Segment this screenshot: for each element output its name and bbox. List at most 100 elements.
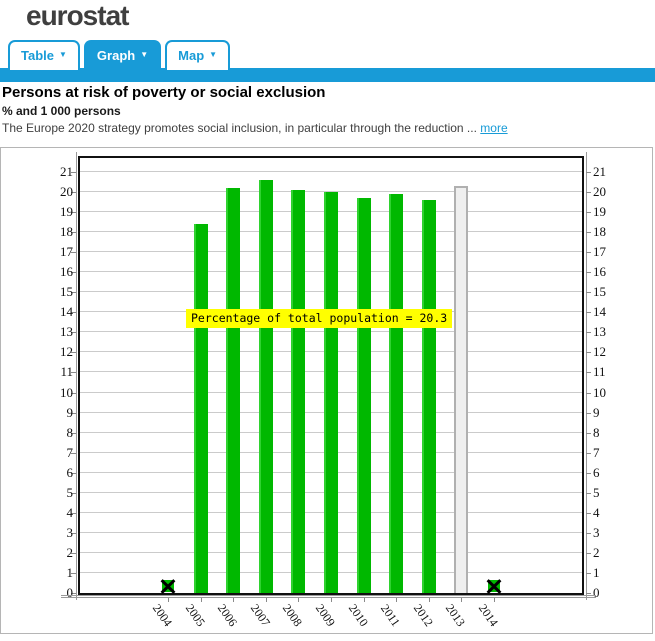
y-axis-line-right xyxy=(586,152,587,600)
y-tick xyxy=(71,552,76,554)
tab-table[interactable]: Table ▼ xyxy=(8,40,80,70)
y-axis-label: 20 xyxy=(60,184,73,199)
page-description: The Europe 2020 strategy promotes social… xyxy=(2,121,652,135)
title-block: Persons at risk of poverty or social exc… xyxy=(2,84,652,135)
y-axis-label: 14 xyxy=(593,304,606,320)
y-tick xyxy=(586,472,591,474)
y-axis-label: 8 xyxy=(66,424,74,440)
y-tick xyxy=(71,593,76,594)
y-axis-label: 14 xyxy=(60,304,73,320)
bar-2013[interactable] xyxy=(454,186,469,593)
y-axis-label: 10 xyxy=(60,384,73,400)
y-axis-label: 18 xyxy=(593,224,606,240)
y-tick xyxy=(71,171,76,173)
y-axis-label: 19 xyxy=(593,204,606,220)
tab-graph[interactable]: Graph ▼ xyxy=(83,40,162,70)
x-tick xyxy=(396,598,398,602)
y-axis-label: 16 xyxy=(60,264,73,280)
y-axis-label: 4 xyxy=(593,504,600,520)
no-data-marker-2014[interactable] xyxy=(488,580,500,592)
y-axis-line-left xyxy=(76,152,77,600)
page-subtitle: % and 1 000 persons xyxy=(2,104,121,118)
y-tick xyxy=(586,552,591,554)
x-tick xyxy=(363,598,365,602)
bar-2012[interactable] xyxy=(421,200,436,593)
y-tick xyxy=(71,472,76,474)
tab-bar: Table ▼ Graph ▼ Map ▼ xyxy=(8,40,231,70)
tab-graph-label: Graph xyxy=(96,47,136,63)
y-tick xyxy=(586,212,591,214)
y-tick xyxy=(71,412,76,414)
y-axis-label: 7 xyxy=(593,444,600,460)
y-axis-label: 19 xyxy=(60,204,73,220)
chevron-down-icon: ▼ xyxy=(140,50,149,59)
x-tick xyxy=(168,598,169,602)
x-tick xyxy=(428,598,430,602)
more-link[interactable]: more xyxy=(480,121,508,135)
y-tick xyxy=(586,352,591,354)
y-axis-label: 0 xyxy=(593,585,600,600)
y-axis-label: 11 xyxy=(60,364,73,380)
gridline xyxy=(80,170,582,172)
y-axis-label: 12 xyxy=(593,344,606,360)
y-axis-label: 15 xyxy=(593,284,606,300)
y-tick xyxy=(586,192,591,193)
y-tick xyxy=(71,512,76,514)
chevron-down-icon: ▼ xyxy=(59,50,67,59)
y-axis-label: 17 xyxy=(593,244,606,260)
page-title: Persons at risk of poverty or social exc… xyxy=(2,84,326,101)
tab-map-label: Map xyxy=(178,47,205,63)
y-tick xyxy=(586,171,591,173)
tooltip: Percentage of total population = 20.3 xyxy=(186,309,453,328)
y-axis-label: 8 xyxy=(593,424,600,440)
bar-2011[interactable] xyxy=(389,194,404,593)
y-axis-label: 3 xyxy=(66,524,74,540)
y-axis-label: 11 xyxy=(593,364,606,380)
y-axis-label: 0 xyxy=(66,585,74,600)
bar-2006[interactable] xyxy=(226,188,241,593)
y-tick xyxy=(71,292,76,294)
y-tick xyxy=(586,593,591,594)
y-axis-label: 2 xyxy=(66,544,74,560)
y-axis-label: 20 xyxy=(593,184,606,199)
x-tick xyxy=(298,598,300,602)
y-axis-label: 17 xyxy=(60,244,73,260)
y-axis-label: 7 xyxy=(66,444,74,460)
x-tick xyxy=(265,598,267,602)
y-axis-label: 16 xyxy=(593,264,606,280)
no-data-marker-2004[interactable] xyxy=(162,580,174,592)
plot-area xyxy=(78,156,584,595)
bar-2008[interactable] xyxy=(291,190,306,593)
y-tick xyxy=(71,192,76,193)
y-axis-label: 9 xyxy=(593,404,600,420)
y-tick xyxy=(586,572,591,574)
y-tick xyxy=(71,272,76,274)
x-tick xyxy=(461,598,463,602)
y-tick xyxy=(586,492,591,494)
x-axis-line xyxy=(61,597,596,598)
gridline xyxy=(80,191,582,192)
bar-2010[interactable] xyxy=(356,198,371,593)
y-axis-label: 6 xyxy=(593,464,600,480)
y-tick xyxy=(586,432,591,434)
y-tick xyxy=(71,232,76,234)
description-text: The Europe 2020 strategy promotes social… xyxy=(2,121,477,135)
y-axis-label: 10 xyxy=(593,384,606,400)
y-axis-label: 13 xyxy=(60,324,73,340)
x-tick xyxy=(494,598,495,602)
tab-map[interactable]: Map ▼ xyxy=(165,40,231,70)
bar-2007[interactable] xyxy=(258,179,273,593)
y-axis-label: 9 xyxy=(66,404,74,420)
y-axis-label: 15 xyxy=(60,284,73,300)
y-axis-label: 13 xyxy=(593,324,606,340)
y-tick xyxy=(71,312,76,314)
y-tick xyxy=(71,532,76,534)
y-tick xyxy=(586,452,591,454)
x-axis-line xyxy=(61,595,596,596)
y-axis-label: 18 xyxy=(60,224,73,240)
y-tick xyxy=(586,512,591,514)
bar-2009[interactable] xyxy=(324,192,338,593)
y-tick xyxy=(586,532,591,534)
eurostat-logo: eurostat xyxy=(26,0,129,31)
bar-2005[interactable] xyxy=(193,224,208,593)
